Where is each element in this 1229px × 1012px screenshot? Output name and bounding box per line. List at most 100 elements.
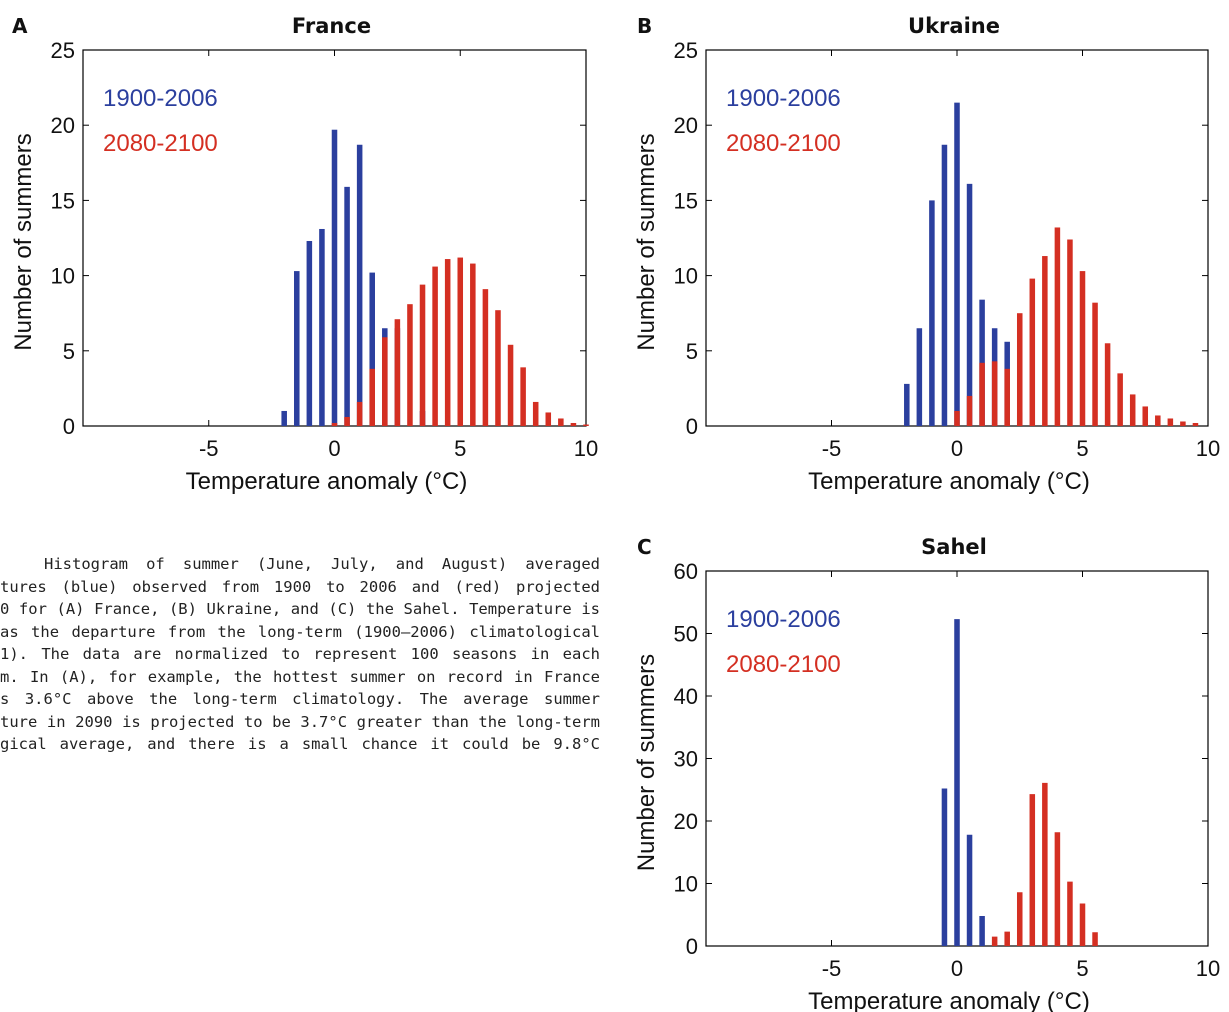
bar-projected (432, 266, 438, 426)
bar-projected (1054, 227, 1061, 426)
chart-panel-C: 0 10 20 30 40 50 60 -5 0 5 10 1900-2006 2080-2100 Sah… (633, 535, 1220, 1012)
bar-projected (1004, 931, 1010, 946)
bar-projected (1079, 271, 1086, 426)
x-tick-label: -5 (822, 436, 842, 461)
bar-projected (558, 418, 564, 426)
x-tick-label: 0 (328, 436, 340, 461)
bar-projected (356, 401, 363, 426)
x-tick-label: 10 (574, 436, 598, 461)
caption-line: m. In (A), for example, the hottest summ… (0, 667, 600, 686)
bar-projected (570, 422, 577, 426)
bar-projected (966, 395, 973, 426)
caption-line: 1). The data are normalized to represent… (0, 645, 600, 663)
y-tick-label: 5 (686, 339, 698, 364)
y-tick-label: 15 (674, 188, 698, 213)
panel-letter: C (637, 535, 652, 559)
x-tick-label: 0 (951, 436, 963, 461)
y-tick-label: 10 (674, 872, 698, 897)
bar-observed (979, 916, 985, 946)
x-tick-label: -5 (199, 436, 219, 461)
x-tick-label: 0 (951, 956, 963, 981)
legend-observed: 1900-2006 (103, 85, 218, 112)
bar-projected (1192, 422, 1199, 426)
y-tick-label: 25 (51, 38, 75, 63)
bar-observed (916, 328, 923, 426)
y-tick-label: 0 (63, 414, 75, 439)
bar-projected (1155, 415, 1161, 426)
bar-projected (1067, 881, 1073, 946)
caption-line: as the departure from the long-term (190… (0, 622, 600, 641)
chart-panel-B: 0 5 10 15 20 25 -5 0 5 10 1900-2006 2080-2100 Ukrain… (633, 14, 1220, 495)
bar-projected (991, 936, 998, 946)
chart-title: France (292, 14, 371, 38)
bar-observed (954, 102, 960, 426)
bar-observed (356, 144, 363, 426)
bar-projected (331, 422, 338, 426)
bar-projected (1042, 256, 1048, 426)
bar-projected (1029, 278, 1036, 426)
caption-line: s 3.6°C above the long-term climatology.… (0, 690, 600, 708)
figure-caption: Histogram of summer (June, July, and Aug… (0, 553, 600, 756)
y-tick-label: 10 (51, 264, 75, 289)
y-tick-label: 15 (51, 188, 75, 213)
bar-projected (1129, 394, 1136, 426)
bar-observed (306, 241, 313, 426)
bar-observed (294, 271, 300, 426)
y-tick-label: 0 (686, 414, 698, 439)
bar-projected (1054, 832, 1061, 946)
panel-letter: B (637, 14, 652, 38)
x-tick-label: 10 (1196, 956, 1220, 981)
legend-projected: 2080-2100 (726, 130, 841, 157)
y-tick-label: 10 (674, 264, 698, 289)
x-tick-label: 5 (454, 436, 466, 461)
bar-observed (319, 228, 325, 426)
bar-projected (1117, 373, 1123, 426)
bar-observed (941, 144, 948, 426)
x-axis-label: Temperature anomaly (°C) (186, 468, 468, 495)
caption-line: Histogram of summer (June, July, and Aug… (44, 555, 600, 573)
x-axis-label: Temperature anomaly (°C) (808, 988, 1090, 1012)
bar-projected (1067, 239, 1073, 426)
y-tick-label: 60 (674, 559, 698, 584)
bar-observed (954, 619, 960, 946)
x-axis-label: Temperature anomaly (°C) (808, 468, 1090, 495)
bar-projected (1142, 406, 1149, 426)
y-tick-label: 50 (674, 622, 698, 647)
bar-projected (532, 401, 539, 426)
y-tick-label: 25 (674, 38, 698, 63)
x-tick-label: -5 (822, 956, 842, 981)
bar-projected (1092, 302, 1098, 426)
x-tick-label: 5 (1076, 436, 1088, 461)
y-axis-label: Number of summers (10, 133, 37, 350)
bar-projected (954, 410, 960, 426)
chart-title: Ukraine (908, 14, 1000, 38)
bar-projected (1016, 892, 1023, 946)
bar-projected (1079, 903, 1086, 946)
y-tick-label: 30 (674, 747, 698, 772)
bar-projected (1042, 782, 1048, 946)
bar-projected (457, 257, 464, 426)
bar-projected (979, 362, 985, 426)
caption-line: gical average, and there is a small chan… (0, 735, 600, 753)
chart-title: Sahel (921, 535, 987, 559)
bar-projected (407, 304, 413, 426)
bar-observed (281, 410, 287, 426)
bar-projected (507, 344, 514, 426)
bar-observed (966, 183, 973, 426)
bar-observed (929, 200, 935, 426)
legend-observed: 1900-2006 (726, 85, 841, 112)
caption-line: 0 for (A) France, (B) Ukraine, and (C) t… (0, 600, 600, 618)
bar-projected (382, 337, 388, 426)
panel-letter: A (12, 14, 28, 38)
x-tick-label: 10 (1196, 436, 1220, 461)
bar-observed (344, 186, 350, 426)
y-axis-label: Number of summers (633, 133, 660, 350)
y-tick-label: 20 (51, 113, 75, 138)
bar-projected (1092, 932, 1098, 946)
bar-observed (369, 272, 375, 426)
legend-projected: 2080-2100 (726, 651, 841, 678)
bar-projected (470, 263, 476, 426)
caption-line: ture in 2090 is projected to be 3.7°C gr… (0, 712, 600, 731)
legend-observed: 1900-2006 (726, 606, 841, 633)
